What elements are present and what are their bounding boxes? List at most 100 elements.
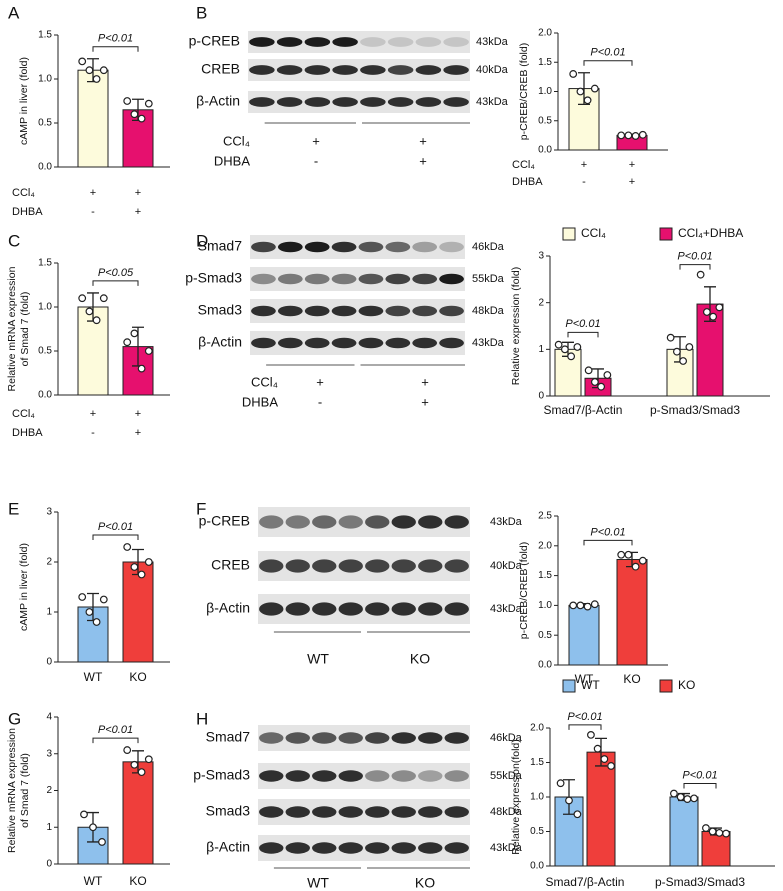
x-tick-label: Smad7/β-Actin (546, 875, 625, 889)
blot-band (415, 97, 442, 107)
blot-band (338, 806, 363, 818)
blot-label: p-Smad3 (185, 270, 242, 286)
blot-label: β-Actin (196, 93, 240, 109)
data-point (137, 768, 146, 777)
y-axis-label: cAMP in liver (fold) (18, 543, 30, 631)
data-point (137, 114, 146, 123)
blot-band (277, 241, 303, 253)
data-point (679, 357, 688, 365)
blot-band (331, 305, 357, 317)
data-point (584, 366, 593, 375)
data-point (715, 303, 724, 312)
data-point (85, 608, 94, 616)
condition-mark: + (419, 153, 427, 168)
blot-size: 43kDa (490, 516, 523, 528)
data-point (78, 593, 87, 601)
p-value: P<0.01 (567, 711, 602, 723)
data-point (569, 601, 578, 610)
data-point (702, 824, 710, 832)
blot-band (249, 65, 275, 75)
legend-label: CCl₄ (581, 226, 606, 240)
blot-band (285, 806, 310, 818)
legend-label: CCl₄+DHBA (678, 226, 743, 240)
p-value: P<0.01 (565, 318, 600, 330)
blot-band (251, 273, 276, 285)
data-point (123, 97, 132, 105)
blot-band (249, 97, 275, 107)
blot-band (365, 806, 390, 818)
x-tick-label: WT (575, 672, 594, 686)
blot-band (304, 65, 331, 75)
blot-band (391, 806, 416, 818)
blot-band (277, 273, 303, 285)
blot-band (304, 37, 331, 47)
group-label: WT (307, 875, 329, 891)
blot-band (387, 37, 414, 47)
blot-size: 43kDa (476, 96, 509, 108)
blot-band (418, 770, 443, 782)
blot-band (385, 273, 411, 285)
data-point (144, 347, 153, 355)
condition-mark: + (629, 176, 635, 188)
blot-background (248, 59, 470, 81)
blot-size: 40kDa (476, 64, 509, 76)
condition-label: DHBA (214, 153, 250, 168)
blot-band (332, 65, 358, 75)
blot-band (331, 273, 357, 285)
blot-band (412, 305, 438, 317)
condition-mark: + (316, 374, 324, 389)
legend-swatch (659, 679, 673, 693)
panel-letter: B (196, 3, 207, 22)
blot-band (415, 37, 442, 47)
data-point (600, 755, 609, 763)
blot-band (444, 602, 469, 616)
condition-mark: + (312, 133, 320, 148)
blot-band (387, 97, 414, 107)
x-tick-label: p-Smad3/Smad3 (655, 875, 745, 889)
bar (568, 604, 600, 666)
significance-bracket (683, 783, 717, 789)
blot-band (259, 732, 284, 744)
data-point (617, 131, 626, 140)
blot-band (418, 842, 443, 854)
condition-mark: + (629, 159, 635, 171)
y-tick-label: 2.0 (530, 723, 544, 734)
y-tick-label: 1.5 (538, 57, 552, 68)
blot-size: 55kDa (490, 770, 523, 782)
blot-band (412, 273, 438, 285)
blot-band (332, 37, 358, 47)
data-point (576, 87, 585, 96)
blot-label: CREB (211, 557, 250, 573)
blot-band (338, 732, 363, 744)
y-tick-label: 0.5 (530, 826, 544, 837)
data-point (683, 795, 692, 803)
blot-band (312, 515, 337, 529)
y-tick-label: 0.0 (38, 162, 52, 173)
blot-label: β-Actin (198, 334, 242, 350)
significance-bracket (679, 264, 711, 270)
blot-band (249, 37, 275, 47)
data-point (603, 371, 612, 379)
condition-label: CCl₄ (512, 159, 535, 171)
significance-bracket (583, 539, 633, 546)
blot-label: β-Actin (206, 839, 250, 855)
significance-bracket (568, 724, 602, 730)
data-point (583, 602, 592, 611)
blot-band (285, 842, 310, 854)
significance-bracket (583, 60, 633, 66)
y-axis-label: cAMP in liver (fold) (18, 57, 30, 145)
p-value: P<0.01 (590, 47, 625, 59)
data-point (638, 130, 647, 139)
significance-bracket (92, 534, 139, 540)
data-point (567, 352, 576, 361)
blot-size: 48kDa (490, 806, 523, 818)
data-point (709, 312, 718, 321)
panel-letter: D (196, 231, 208, 250)
blot-band (391, 732, 416, 744)
y-axis-label: of Smad 7 (fold) (19, 753, 31, 828)
x-tick-label: p-Smad3/Smad3 (650, 403, 740, 417)
blot-band (285, 559, 310, 573)
blot-band (259, 842, 284, 854)
data-point (144, 558, 153, 566)
